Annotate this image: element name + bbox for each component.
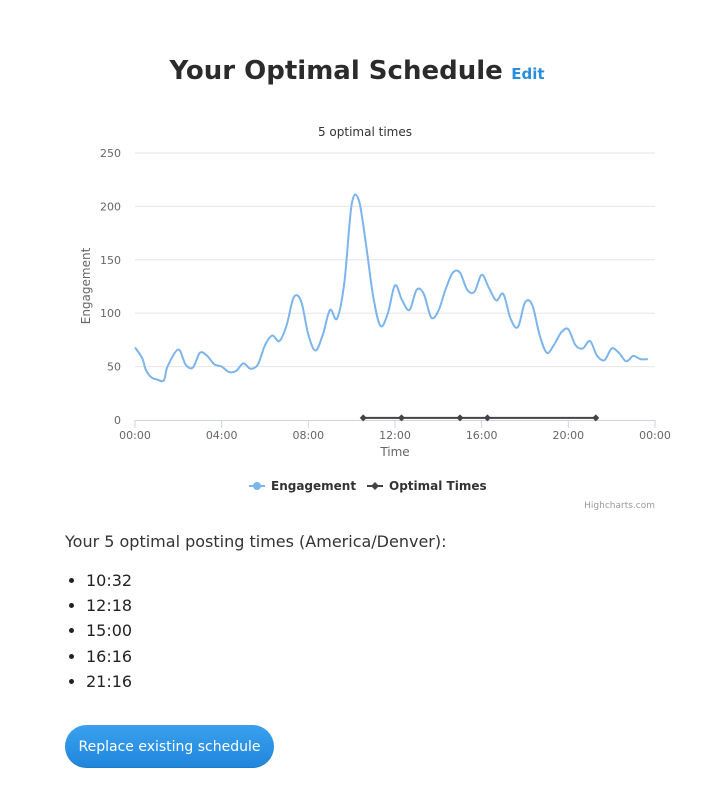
list-item: 16:16 (86, 644, 132, 669)
list-item: 12:18 (86, 593, 132, 618)
y-tick-label: 150 (100, 254, 121, 267)
list-item: 21:16 (86, 669, 132, 694)
legend-engagement-marker (253, 482, 261, 490)
chart-legend: Engagement Optimal Times (249, 479, 487, 493)
legend-optimal-times-marker (371, 482, 379, 490)
optimal-time-marker (456, 414, 464, 422)
x-tick-label: 04:00 (206, 429, 238, 442)
list-item: 15:00 (86, 618, 132, 643)
legend-item-engagement[interactable]: Engagement (249, 479, 356, 493)
page-title: Your Optimal Schedule (169, 56, 503, 86)
legend-engagement-label: Engagement (271, 479, 356, 493)
y-tick-label: 50 (107, 361, 121, 374)
y-tick-label: 0 (114, 414, 121, 427)
chart-grid (135, 152, 655, 368)
chart-credits[interactable]: Highcharts.com (584, 501, 655, 511)
page-header: Your Optimal Schedule Edit (0, 56, 714, 86)
chart-series (134, 193, 648, 422)
x-tick-label: 08:00 (292, 429, 324, 442)
chart-axes: 0 50 100 150 200 250 00:00 04:00 08:00 12:00 16:00… (100, 147, 671, 442)
optimal-times-heading: Your 5 optimal posting times (America/De… (65, 532, 447, 551)
x-tick-label: 00:00 (119, 429, 151, 442)
optimal-time-marker (483, 414, 491, 422)
optimal-time-marker (359, 414, 367, 422)
optimal-time-marker (592, 414, 600, 422)
x-tick-label: 12:00 (379, 429, 411, 442)
x-tick-label: 00:00 (639, 429, 671, 442)
chart-y-axis-label: Engagement (79, 247, 93, 324)
x-tick-label: 16:00 (466, 429, 498, 442)
chart-title: 5 optimal times (318, 125, 412, 139)
legend-optimal-times-label: Optimal Times (389, 479, 487, 493)
optimal-time-marker (398, 414, 405, 422)
engagement-chart: 0 50 100 150 200 250 00:00 04:00 08:00 12:00 16:00… (79, 125, 671, 511)
legend-item-optimal-times[interactable]: Optimal Times (367, 479, 487, 493)
chart-x-axis-label: Time (379, 445, 409, 459)
replace-schedule-button[interactable]: Replace existing schedule (65, 725, 274, 768)
edit-link[interactable]: Edit (511, 65, 545, 83)
list-item: 10:32 (86, 568, 132, 593)
engagement-line (134, 193, 648, 383)
x-tick-label: 20:00 (552, 429, 584, 442)
y-tick-label: 200 (100, 200, 121, 213)
y-tick-label: 250 (100, 147, 121, 160)
optimal-times-list: 10:32 12:18 15:00 16:16 21:16 (65, 568, 132, 694)
y-tick-label: 100 (100, 307, 121, 320)
